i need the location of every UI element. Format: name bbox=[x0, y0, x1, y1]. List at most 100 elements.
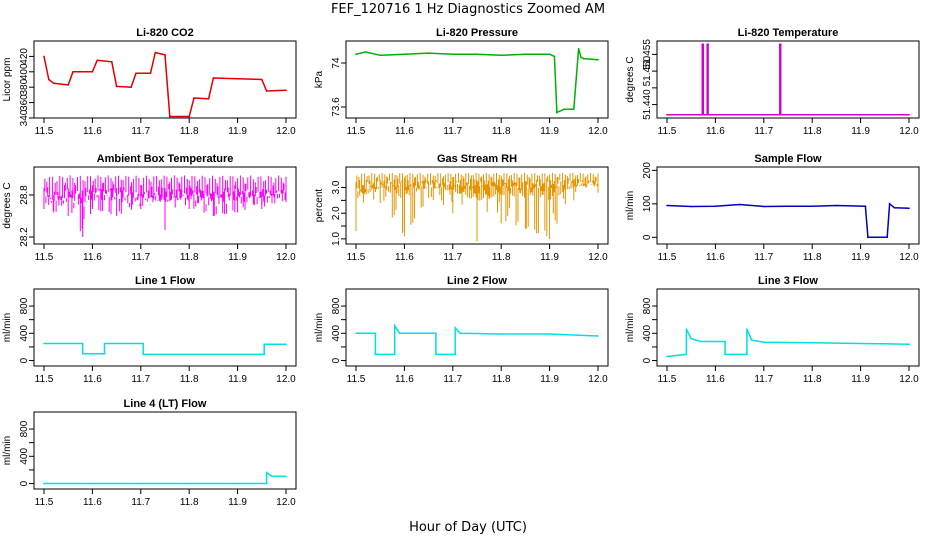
x-tick-label: 11.5 bbox=[658, 126, 677, 137]
x-tick-label: 11.8 bbox=[492, 374, 511, 385]
x-tick-label: 11.5 bbox=[347, 126, 366, 137]
x-tick-label: 11.9 bbox=[228, 497, 247, 508]
data-point bbox=[763, 341, 765, 343]
y-tick-label: 200 bbox=[642, 162, 653, 179]
data-point bbox=[263, 343, 266, 345]
x-tick-label: 11.6 bbox=[395, 374, 414, 385]
x-tick-label: 11.8 bbox=[492, 252, 511, 263]
panel-data bbox=[43, 342, 287, 356]
panel-ylabel: Licor ppm bbox=[2, 58, 13, 102]
x-tick-label: 11.8 bbox=[803, 252, 822, 263]
panel-frame bbox=[345, 40, 609, 119]
data-point bbox=[597, 58, 599, 61]
data-point bbox=[393, 353, 396, 356]
panel-title: Line 1 Flow bbox=[135, 275, 195, 287]
data-point bbox=[835, 204, 838, 207]
data-point bbox=[207, 97, 210, 100]
x-tick-label: 11.7 bbox=[131, 252, 150, 263]
y-tick-label: 73.6 bbox=[331, 97, 342, 117]
x-tick-label: 11.9 bbox=[851, 126, 870, 137]
panel-ylabel: ml/min bbox=[2, 313, 13, 342]
data-point bbox=[580, 56, 582, 59]
panel-frame bbox=[656, 40, 920, 119]
x-tick-label: 11.9 bbox=[228, 126, 247, 137]
data-point bbox=[285, 475, 287, 478]
data-point bbox=[91, 482, 94, 485]
panel-title: Gas Stream RH bbox=[437, 153, 517, 165]
y-tick-label: 100 bbox=[642, 195, 653, 212]
x-tick-label: 11.9 bbox=[228, 374, 247, 385]
x-tick-label: 11.6 bbox=[706, 252, 725, 263]
y-tick-label: 360 bbox=[19, 94, 30, 111]
panel-data bbox=[355, 172, 599, 242]
x-tick-label: 11.7 bbox=[131, 497, 150, 508]
data-point bbox=[285, 89, 287, 92]
data-point bbox=[149, 72, 152, 75]
panel-7: Line 1 Flow ml/min 11.5 11.6 11.7 11.8 11.9 12.… bbox=[2, 275, 297, 385]
data-point bbox=[524, 53, 527, 55]
x-tick-label: 12.0 bbox=[588, 252, 608, 263]
x-tick-label: 11.7 bbox=[443, 126, 462, 137]
panel-title: Line 3 Flow bbox=[758, 275, 818, 287]
data-point bbox=[707, 113, 709, 116]
data-point bbox=[67, 84, 69, 86]
x-tick-label: 11.6 bbox=[83, 252, 102, 263]
x-tick-label: 11.5 bbox=[35, 252, 54, 263]
x-tick-label: 11.8 bbox=[180, 497, 199, 508]
x-tick-label: 11.8 bbox=[492, 126, 511, 137]
data-point bbox=[72, 71, 74, 73]
panel-frame bbox=[33, 288, 297, 367]
series-line bbox=[666, 328, 910, 358]
y-tick-label: 0 bbox=[19, 357, 30, 363]
x-tick-label: 11.6 bbox=[395, 252, 414, 263]
panel-3: Li-820 Temperature degrees C 11.5 11.6 11.7 1… bbox=[625, 27, 920, 137]
y-tick-label: 1.0 bbox=[331, 231, 342, 245]
panel-frame bbox=[345, 166, 609, 245]
data-point bbox=[188, 115, 190, 118]
data-point bbox=[738, 203, 741, 206]
panel-4: Ambient Box Temperature degrees C 11.5 11.6… bbox=[2, 153, 297, 263]
x-tick-label: 11.8 bbox=[180, 252, 199, 263]
data-point bbox=[746, 328, 748, 331]
data-point bbox=[452, 53, 454, 55]
data-point bbox=[374, 353, 377, 356]
x-tick-label: 12.0 bbox=[899, 252, 919, 263]
data-point bbox=[702, 113, 705, 116]
panel-title: Sample Flow bbox=[754, 153, 822, 165]
panel-frame bbox=[33, 40, 297, 119]
data-point bbox=[96, 59, 99, 62]
data-point bbox=[779, 43, 782, 46]
x-tick-label: 11.8 bbox=[803, 126, 822, 137]
data-point bbox=[142, 342, 145, 345]
data-point bbox=[886, 236, 889, 239]
data-point bbox=[685, 353, 688, 356]
y-tick-label: 51.450 bbox=[642, 55, 653, 86]
panel-title: Li-820 Temperature bbox=[738, 27, 839, 39]
data-point bbox=[374, 332, 377, 335]
x-tick-label: 11.5 bbox=[347, 252, 366, 263]
panel-data bbox=[43, 471, 287, 485]
panel-5: Gas Stream RH percent 11.5 11.6 11.7 11.8 11.9… bbox=[314, 153, 609, 263]
data-point bbox=[398, 332, 401, 335]
data-point bbox=[724, 353, 726, 356]
y-tick-label: 800 bbox=[19, 297, 30, 314]
x-tick-label: 11.7 bbox=[131, 374, 150, 385]
x-tick-label: 11.7 bbox=[754, 126, 773, 137]
data-point bbox=[690, 205, 692, 208]
data-point bbox=[169, 115, 171, 118]
data-point bbox=[548, 333, 551, 335]
panel-2: Li-820 Pressure kPa 11.5 11.6 11.7 11.8 11.9 12… bbox=[314, 27, 609, 137]
y-tick-label: 800 bbox=[642, 297, 653, 314]
panel-ylabel: kPa bbox=[314, 70, 325, 88]
panel-ylabel: ml/min bbox=[2, 436, 13, 465]
y-tick-label: 28.2 bbox=[19, 227, 30, 247]
data-point bbox=[81, 352, 84, 355]
x-tick-label: 12.0 bbox=[899, 126, 919, 137]
data-point bbox=[563, 108, 565, 110]
y-tick-label: 3.0 bbox=[331, 180, 342, 194]
data-point bbox=[142, 353, 145, 356]
series-line bbox=[356, 323, 599, 356]
y-tick-label: 0 bbox=[642, 234, 653, 240]
x-tick-label: 11.9 bbox=[540, 374, 559, 385]
